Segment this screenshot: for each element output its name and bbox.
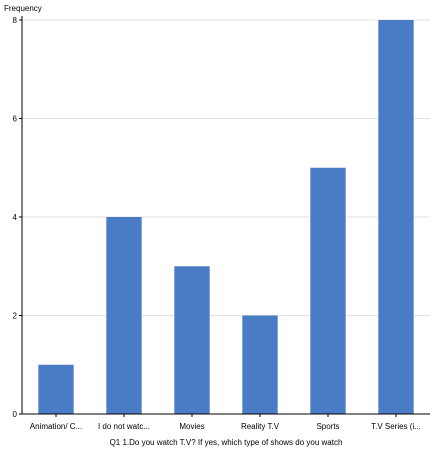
bar — [310, 167, 346, 414]
y-tick-label: 6 — [13, 115, 18, 124]
bar — [378, 20, 414, 414]
y-tick-label: 8 — [13, 16, 18, 25]
x-tick-label: Sports — [316, 422, 339, 431]
bars — [38, 20, 414, 414]
x-tick-label: Movies — [179, 422, 204, 431]
bar — [106, 217, 142, 414]
y-tick-label: 4 — [13, 213, 18, 222]
bar — [38, 364, 74, 414]
x-tick-label: Reality T.V — [241, 422, 280, 431]
bar — [242, 315, 278, 414]
axes: 0 2 4 6 8 Animation/ C... I do not watc... Movi… — [13, 16, 430, 431]
y-axis-title: Frequency — [4, 4, 42, 13]
bar — [174, 266, 210, 414]
y-tick-label: 0 — [13, 410, 18, 419]
x-tick-label: Animation/ C... — [30, 422, 82, 431]
x-axis-title: Q1 1.Do you watch T.V? If yes, which typ… — [109, 438, 343, 447]
y-tick-label: 2 — [13, 312, 18, 321]
x-tick-label: T.V Series (i... — [371, 422, 421, 431]
gridlines — [22, 19, 430, 316]
x-tick-label: I do not watc... — [98, 422, 150, 431]
